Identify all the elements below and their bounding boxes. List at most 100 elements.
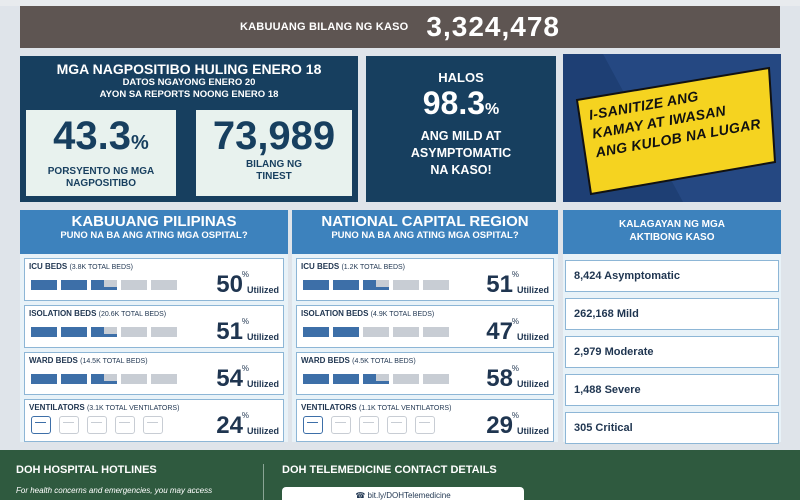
active-row-critical: 305 Critical [565, 412, 779, 444]
mild-halos: HALOS [438, 70, 484, 85]
total-cases-bar: KABUUANG BILANG NG KASO 3,324,478 [20, 6, 780, 48]
bed-icon [363, 278, 389, 290]
bed-icon [31, 278, 57, 290]
active-row-severe: 1,488 Severe [565, 374, 779, 406]
mild-caption2: ASYMPTOMATIC [410, 146, 512, 160]
tested-caption1: BILANG NG [245, 159, 303, 170]
ncr-icu-pct: % [511, 270, 519, 279]
ncr-title: NATIONAL CAPITAL REGION [321, 213, 529, 230]
footer-divider [263, 464, 264, 500]
ph-isolation-util: Utilized [246, 332, 279, 342]
ventilator-icon [143, 416, 163, 434]
ph-isolation-detail: (20.6K TOTAL BEDS) [98, 311, 167, 318]
active-row-moderate: 2,979 Moderate [565, 336, 779, 368]
ventilator-icon [59, 416, 79, 434]
bed-icon [151, 325, 177, 337]
bed-icon [151, 372, 177, 384]
bed-icon [91, 372, 117, 384]
active-row-mild: 262,168 Mild [565, 298, 779, 330]
philippines-header: KABUUANG PILIPINAS PUNO NA BA ANG ATING … [20, 210, 288, 254]
ph-ward-row: WARD BEDS (14.5K TOTAL BEDS) 54 % Utiliz… [24, 352, 284, 395]
footer: DOH HOSPITAL HOTLINES For health concern… [0, 450, 800, 500]
bed-icon [393, 372, 419, 384]
positivity-card: MGA NAGPOSITIBO HULING ENERO 18 DATOS NG… [20, 56, 358, 202]
bed-icon [333, 278, 359, 290]
positivity-sub1: DATOS NGAYONG ENERO 20 [122, 77, 256, 88]
ph-ward-pct: % [241, 364, 249, 373]
ph-icu-name: ICU BEDS [29, 262, 68, 271]
bed-icon [363, 372, 389, 384]
active-cases-title2: AKTIBONG KASO [629, 232, 715, 243]
ph-icu-row: ICU BEDS (3.8K TOTAL BEDS) 50 % Utilized [24, 258, 284, 301]
ncr-ward-beds [303, 372, 449, 384]
bed-icon [91, 325, 117, 337]
ncr-ward-value: 58 [486, 365, 513, 392]
telemedicine-title: DOH TELEMEDICINE CONTACT DETAILS [282, 464, 497, 476]
ph-isolation-value: 51 [216, 318, 243, 345]
hotlines-subtitle: For health concerns and emergencies, you… [16, 486, 213, 495]
ventilator-icon [415, 416, 435, 434]
bed-icon [423, 372, 449, 384]
ncr-subtitle: PUNO NA BA ANG ATING MGA OSPITAL? [331, 230, 519, 241]
ph-ward-value: 54 [216, 365, 243, 392]
headset-icon: ☎ [355, 491, 366, 500]
ncr-isolation-value: 47 [486, 318, 513, 345]
ph-icu-beds [31, 278, 177, 290]
bed-icon [31, 325, 57, 337]
telemedicine-link-text: bit.ly/DOHTelemedicine [367, 491, 451, 500]
ventilator-icon [331, 416, 351, 434]
total-cases-label: KABUUANG BILANG NG KASO [240, 21, 409, 33]
ncr-ventilators-icons [303, 416, 435, 434]
active-cases-panel: KALAGAYAN NG MGA AKTIBONG KASO 8,424 Asy… [563, 210, 781, 444]
ncr-ventilators-util: Utilized [516, 426, 549, 436]
total-cases-value: 3,324,478 [426, 11, 560, 42]
ph-isolation-beds [31, 325, 177, 337]
positivity-sub2: AYON SA REPORTS NOONG ENERO 18 [99, 89, 279, 100]
mild-caption1: ANG MILD AT [420, 129, 502, 143]
ph-ventilators-value: 24 [216, 412, 243, 439]
ncr-panel: NATIONAL CAPITAL REGION PUNO NA BA ANG A… [292, 210, 558, 442]
ph-ward-detail: (14.5K TOTAL BEDS) [80, 358, 148, 365]
bed-icon [333, 325, 359, 337]
mild-value: 98.3 [422, 85, 486, 121]
bed-icon [61, 278, 87, 290]
top-strip [0, 0, 800, 6]
ventilator-icon [359, 416, 379, 434]
ph-ward-name: WARD BEDS [29, 356, 78, 365]
sanitize-banner: I-SANITIZE ANG KAMAY AT IWASAN ANG KULOB… [563, 54, 781, 202]
positivity-rate-value: 43.3 [53, 114, 132, 158]
ph-ward-beds [31, 372, 177, 384]
ncr-icu-util: Utilized [516, 285, 549, 295]
bed-icon [61, 325, 87, 337]
ncr-ventilators-name: VENTILATORS [301, 403, 357, 412]
ncr-isolation-pct: % [511, 317, 519, 326]
ph-ventilators-name: VENTILATORS [29, 403, 85, 412]
ncr-isolation-util: Utilized [516, 332, 549, 342]
telemedicine-link[interactable]: ☎ bit.ly/DOHTelemedicine [282, 487, 524, 500]
mild-caption3: NA KASO! [430, 163, 492, 177]
active-cases-header: KALAGAYAN NG MGA AKTIBONG KASO [563, 210, 781, 254]
bed-icon [61, 372, 87, 384]
ncr-ward-name: WARD BEDS [301, 356, 350, 365]
ph-ventilators-row: VENTILATORS (3.1K TOTAL VENTILATORS) 24 … [24, 399, 284, 442]
ncr-ventilators-pct: % [511, 411, 519, 420]
ncr-isolation-detail: (4.9K TOTAL BEDS) [370, 311, 435, 318]
ventilator-icon [303, 416, 323, 434]
ncr-ward-row: WARD BEDS (4.5K TOTAL BEDS) 58 % Utilize… [296, 352, 554, 395]
ph-icu-util: Utilized [246, 285, 279, 295]
hotlines-title: DOH HOSPITAL HOTLINES [16, 464, 157, 476]
bed-icon [333, 372, 359, 384]
bed-icon [303, 278, 329, 290]
positivity-rate-caption2: NAGPOSITIBO [65, 178, 136, 189]
ncr-ventilators-row: VENTILATORS (1.1K TOTAL VENTILATORS) 29 … [296, 399, 554, 442]
ph-ventilators-util: Utilized [246, 426, 279, 436]
bed-icon [121, 372, 147, 384]
ncr-icu-detail: (1.2K TOTAL BEDS) [341, 264, 406, 271]
bed-icon [363, 325, 389, 337]
ph-ventilators-icons [31, 416, 163, 434]
bed-icon [423, 325, 449, 337]
ncr-isolation-name: ISOLATION BEDS [301, 309, 369, 318]
bed-icon [121, 325, 147, 337]
tested-box: 73,989 BILANG NG TINEST [196, 110, 352, 196]
ph-isolation-pct: % [241, 317, 249, 326]
